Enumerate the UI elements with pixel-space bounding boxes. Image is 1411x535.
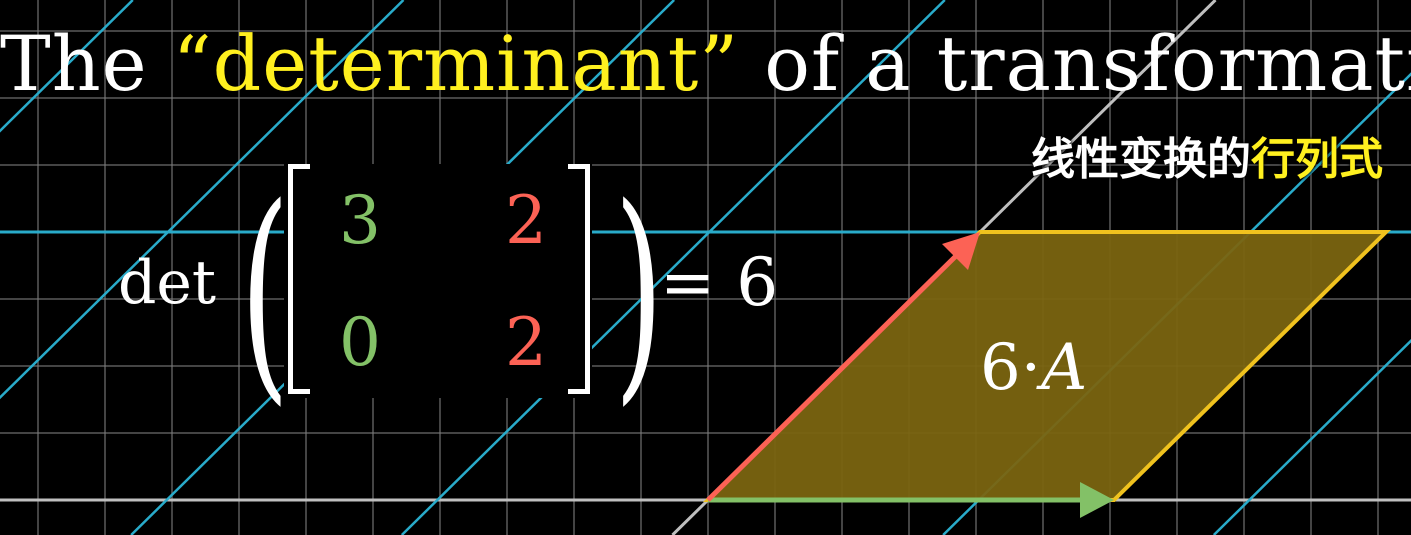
j-hat-vector [706, 248, 964, 502]
right-paren: ) [614, 159, 664, 426]
j-hat-arrow-tip [942, 232, 980, 270]
transformed-line-diagonal [1212, 338, 1411, 535]
title-highlight: “determinant” [172, 19, 740, 108]
matrix-cell-a: 3 [339, 182, 381, 259]
det-label: det [118, 248, 217, 318]
page-title: The “determinant” of a transformation [0, 18, 1411, 110]
matrix-cell-d: 2 [505, 304, 547, 381]
transformed-line-diagonal [400, 0, 946, 535]
area-variable: A [1041, 331, 1088, 405]
transformed-line-diagonal [0, 0, 405, 400]
left-bracket [288, 164, 310, 394]
subtitle-highlight: 行列式 [1251, 134, 1383, 185]
title-prefix: The [0, 19, 173, 108]
area-label: 6·A [980, 330, 1087, 406]
transformed-line-diagonal [0, 0, 134, 133]
title-suffix: of a transformation [764, 19, 1411, 108]
determinant-result: = 6 [660, 244, 779, 321]
subtitle-plain: 线性变换的 [1031, 134, 1251, 185]
area-scalar: 6· [980, 331, 1042, 405]
parallelogram-group [703, 230, 1391, 518]
chinese-subtitle: 线性变换的行列式 [1031, 132, 1383, 188]
determinant-formula: det ( 3 2 0 2 ) = 6 [112, 158, 812, 408]
matrix-cell-b: 2 [505, 182, 547, 259]
matrix-cell-c: 0 [339, 304, 381, 381]
right-bracket [568, 164, 590, 394]
i-hat-arrow-tip [1080, 482, 1114, 518]
left-paren: ( [240, 159, 290, 426]
matrix-backdrop [284, 164, 592, 398]
